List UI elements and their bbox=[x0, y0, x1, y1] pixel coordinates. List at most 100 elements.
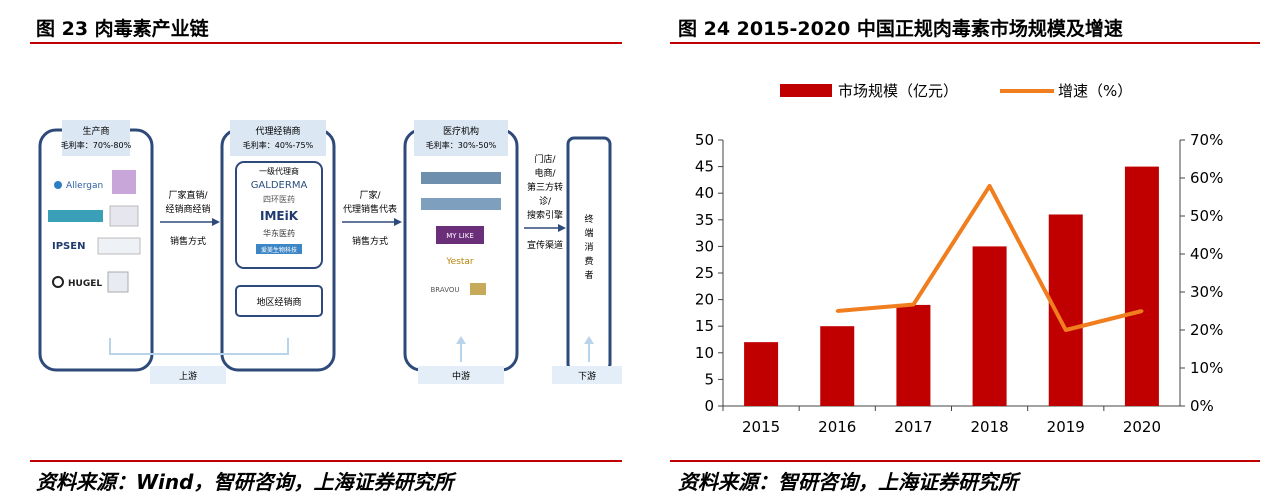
regional-dealer-box bbox=[235, 285, 323, 317]
agent-logo-galderma: GALDERMA bbox=[251, 180, 308, 191]
left-tick-label: 5 bbox=[704, 370, 714, 388]
legend-bar-label: 市场规模（亿元） bbox=[838, 82, 958, 100]
left-tick-label: 15 bbox=[695, 317, 714, 335]
figure-23-panel: 图 23 肉毒素产业链 生产商 毛利率：70%-80% Allergan IPS… bbox=[0, 0, 632, 503]
agent-logo-sihuan: 四环医药 bbox=[263, 194, 295, 204]
x-tick-label: 2015 bbox=[742, 418, 780, 436]
medical-logo-mylike-bg bbox=[436, 226, 484, 244]
midstream-label: 中游 bbox=[452, 370, 470, 382]
arrow3-head bbox=[558, 224, 566, 232]
first-level-agent-box bbox=[235, 161, 323, 269]
arrow3-label-5: 搜索引擎 bbox=[527, 209, 563, 221]
figure-23-top-rule bbox=[30, 42, 622, 44]
medical-logo-mylike: MY LIKE bbox=[446, 232, 474, 240]
producer-title: 生产商 bbox=[82, 125, 109, 137]
figure-24-title: 图 24 2015-2020 中国正规肉毒素市场规模及增速 bbox=[678, 18, 1123, 40]
upstream-box bbox=[150, 366, 226, 384]
downstream-label: 下游 bbox=[578, 370, 596, 382]
agent-logo-huadong: 华东医药 bbox=[263, 228, 295, 238]
arrow3-label-2: 电商/ bbox=[534, 167, 556, 179]
figure-24-bottom-rule bbox=[670, 460, 1260, 462]
downstream-box bbox=[552, 366, 622, 384]
figure-23-title: 图 23 肉毒素产业链 bbox=[36, 18, 209, 40]
x-tick-label: 2018 bbox=[970, 418, 1008, 436]
market-size-bar bbox=[972, 246, 1007, 406]
right-tick-label: 0% bbox=[1190, 397, 1214, 415]
consumer-char-1: 终 bbox=[584, 213, 593, 225]
right-tick-label: 50% bbox=[1190, 207, 1223, 225]
producer-margin: 毛利率：70%-80% bbox=[61, 140, 132, 150]
arrow1-head bbox=[212, 218, 220, 226]
left-tick-label: 40 bbox=[695, 184, 714, 202]
growth-rate-point bbox=[988, 184, 992, 188]
right-tick-label: 40% bbox=[1190, 245, 1223, 263]
svg-text:IPSEN: IPSEN bbox=[52, 241, 85, 252]
left-tick-label: 45 bbox=[695, 158, 714, 176]
market-size-bar bbox=[820, 326, 855, 406]
x-tick-label: 2019 bbox=[1047, 418, 1085, 436]
arrow3-label-3: 第三方转 bbox=[527, 181, 563, 193]
figure-24-top-rule bbox=[670, 42, 1260, 44]
growth-rate-point bbox=[835, 309, 839, 313]
left-tick-label: 10 bbox=[695, 344, 714, 362]
left-tick-label: 35 bbox=[695, 211, 714, 229]
legend-bar-swatch bbox=[780, 84, 832, 97]
market-size-bar bbox=[896, 304, 931, 406]
medical-logo-mark bbox=[470, 283, 486, 295]
arrow2-head bbox=[394, 218, 402, 226]
x-tick-label: 2020 bbox=[1123, 418, 1161, 436]
arrow2-method: 销售方式 bbox=[352, 235, 388, 247]
agent-logo-imeik: IMEiK bbox=[260, 209, 299, 223]
consumer-char-2: 端 bbox=[584, 227, 593, 239]
medical-logo-bravou: BRAVOU bbox=[430, 286, 459, 294]
left-tick-label: 20 bbox=[695, 291, 714, 309]
agent-margin: 毛利率：40%-75% bbox=[243, 140, 314, 150]
growth-rate-point bbox=[1064, 328, 1068, 332]
consumer-char-3: 消 bbox=[584, 241, 593, 253]
x-tick-label: 2016 bbox=[818, 418, 856, 436]
medical-title: 医疗机构 bbox=[443, 125, 479, 137]
midstream-box bbox=[418, 366, 504, 384]
market-size-bar bbox=[744, 342, 779, 406]
left-tick-label: 0 bbox=[704, 397, 714, 415]
consumer-char-4: 费 bbox=[584, 255, 593, 267]
agent-header bbox=[230, 120, 326, 156]
medical-logo-bar-2 bbox=[421, 198, 501, 210]
agent-logo-aimei: 爱美生物科技 bbox=[261, 246, 297, 254]
industry-chain-diagram: 生产商 毛利率：70%-80% Allergan IPSEN HUGEL 厂家直… bbox=[38, 120, 622, 384]
right-tick-label: 60% bbox=[1190, 169, 1223, 187]
svg-text:Allergan: Allergan bbox=[66, 181, 103, 191]
market-size-chart: 市场规模（亿元） 增速（%） 0 5 10 15 20 25 30 35 40 45 50 0% 10… bbox=[695, 82, 1223, 436]
first-level-agent-title: 一级代理商 bbox=[259, 166, 299, 176]
arrow3-label-1: 门店/ bbox=[534, 153, 556, 165]
left-tick-label: 50 bbox=[695, 131, 714, 149]
right-tick-label: 70% bbox=[1190, 131, 1223, 149]
agent-logo-bar bbox=[256, 244, 302, 254]
medical-margin: 毛利率：30%-50% bbox=[426, 140, 497, 150]
downstream-arrow-head bbox=[584, 336, 594, 344]
regional-dealer-label: 地区经销商 bbox=[256, 296, 301, 308]
medical-header bbox=[414, 120, 508, 156]
figure-23-bottom-rule bbox=[30, 460, 622, 462]
figure-23-source: 资料来源：Wind，智研咨询，上海证券研究所 bbox=[36, 470, 454, 494]
consumer-char-5: 者 bbox=[584, 270, 593, 281]
market-size-bar bbox=[1124, 166, 1159, 406]
right-tick-label: 30% bbox=[1190, 283, 1223, 301]
growth-rate-point bbox=[911, 303, 915, 307]
left-tick-label: 30 bbox=[695, 237, 714, 255]
midstream-arrow-head bbox=[456, 336, 466, 344]
producer-logo-bar bbox=[48, 210, 103, 222]
svg-text:HUGEL: HUGEL bbox=[68, 279, 102, 289]
figure-24-panel: 图 24 2015-2020 中国正规肉毒素市场规模及增速 市场规模（亿元） 增… bbox=[650, 0, 1268, 503]
producer-logo-allergan: Allergan bbox=[54, 170, 136, 194]
arrow3-label-4: 诊/ bbox=[539, 195, 552, 207]
producer-logo-ipsen: IPSEN bbox=[52, 237, 141, 255]
arrow1-label-1: 厂家直销/ bbox=[168, 189, 208, 201]
upstream-bracket bbox=[109, 338, 289, 355]
medical-box bbox=[403, 128, 519, 372]
producer-header bbox=[62, 120, 130, 156]
agent-title: 代理经销商 bbox=[255, 125, 300, 137]
arrow1-method: 销售方式 bbox=[170, 235, 206, 247]
upstream-label: 上游 bbox=[179, 370, 197, 382]
figure-24-source: 资料来源：智研咨询，上海证券研究所 bbox=[678, 470, 1018, 494]
